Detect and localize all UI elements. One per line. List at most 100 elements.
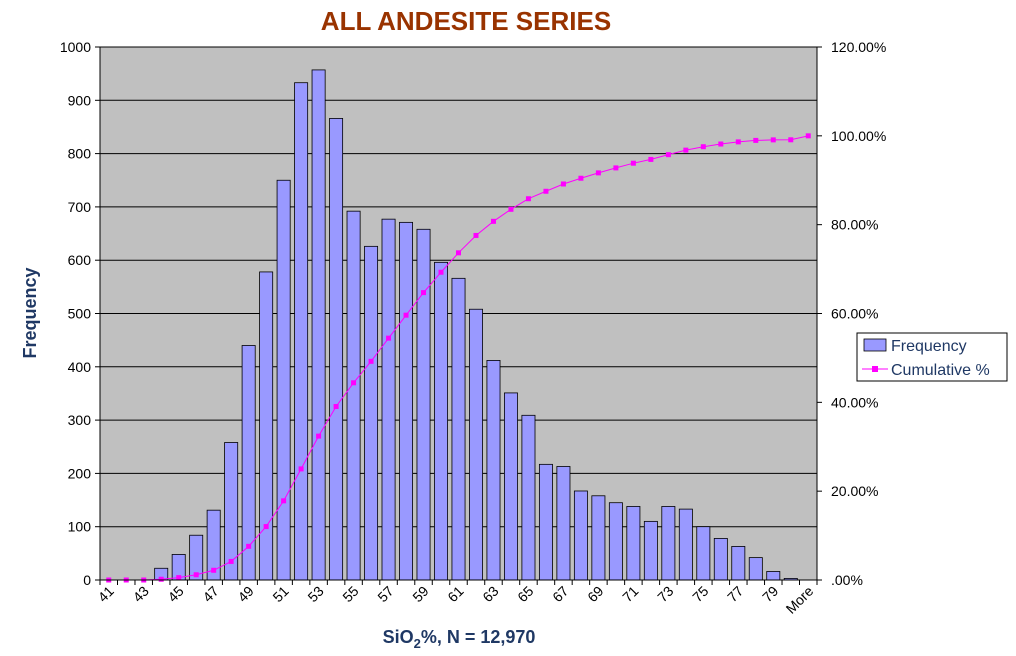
y-axis-title: Frequency (20, 267, 40, 358)
y-tick-label: 800 (68, 146, 92, 162)
x-tick-label: 61 (444, 583, 466, 605)
y2-tick-label: 80.00% (831, 217, 878, 233)
cumulative-point (368, 358, 374, 364)
cumulative-point (508, 206, 514, 212)
cumulative-point (753, 137, 759, 143)
frequency-bar (399, 221, 413, 581)
cumulative-point (456, 250, 461, 256)
frequency-bar (486, 360, 501, 581)
frequency-bar (451, 277, 466, 581)
cumulative-point (281, 498, 287, 504)
frequency-bar (346, 210, 361, 581)
y-tick-label: 900 (68, 92, 92, 108)
y-tick-label: 400 (68, 359, 92, 375)
x-tick-label: 59 (409, 583, 431, 605)
cumulative-point (648, 156, 654, 162)
legend: Frequency Cumulative % (856, 332, 1008, 382)
frequency-bar (381, 218, 396, 581)
cumulative-point (770, 137, 776, 143)
cumulative-point (316, 433, 322, 439)
cumulative-point (490, 218, 496, 224)
x-tick-label: 47 (199, 583, 221, 605)
cumulative-point (578, 175, 584, 181)
x-tick-label: 79 (759, 583, 781, 605)
legend-cumulative-label: Cumulative % (891, 362, 990, 379)
x-axis-title-post: %, N = 12,970 (421, 627, 536, 647)
frequency-bar (608, 502, 623, 581)
frequency-bar (276, 179, 291, 581)
cumulative-point (211, 567, 217, 573)
y-tick-label: 700 (68, 199, 92, 215)
y2-tick-label: 40.00% (831, 394, 878, 410)
cumulative-point (158, 576, 164, 582)
y2-tick-label: 60.00% (831, 306, 878, 322)
x-tick-label: 71 (619, 583, 641, 605)
x-axis-title-sub: 2 (414, 636, 421, 651)
cumulative-point (193, 572, 199, 578)
cumulative-line (106, 133, 811, 583)
frequency-bar (696, 526, 711, 581)
cumulative-point (403, 312, 409, 318)
x-tick-label: 53 (304, 583, 326, 605)
cumulative-point (351, 380, 357, 386)
x-tick-label: 67 (549, 583, 571, 605)
x-tick-label: 49 (234, 583, 256, 605)
frequency-bar (504, 392, 518, 581)
cumulative-point (805, 133, 811, 139)
cumulative-point (665, 152, 671, 158)
cumulative-point (788, 137, 794, 143)
frequency-bar (748, 557, 763, 581)
frequency-bars (154, 69, 798, 581)
frequency-bar (259, 271, 274, 581)
cumulative-point (438, 269, 444, 275)
frequency-bar (416, 228, 431, 581)
cumulative-point (718, 141, 724, 147)
cumulative-point (700, 144, 706, 150)
y-tick-label: 1000 (60, 39, 91, 55)
frequency-bar (766, 571, 781, 581)
x-axis-title: SiO2%, N = 12,970 (383, 627, 536, 651)
cumulative-point (735, 139, 741, 145)
cumulative-point (421, 290, 427, 296)
y-tick-label: 0 (83, 572, 91, 588)
frequency-bar (521, 414, 536, 581)
frequency-bar (294, 82, 309, 581)
y2-tick-label: 100.00% (831, 128, 886, 144)
y-tick-label: 600 (68, 252, 92, 268)
y-tick-label: 100 (68, 519, 92, 535)
cumulative-point (543, 188, 549, 194)
cumulative-point (228, 558, 234, 564)
cumulative-point (246, 543, 252, 549)
y2-tick-label: .00% (831, 572, 863, 588)
x-tick-label: 63 (479, 583, 501, 605)
x-axis-title-pre: SiO (383, 627, 414, 647)
y-tick-label: 300 (68, 412, 92, 428)
chart-title: ALL ANDESITE SERIES (321, 6, 611, 36)
y-tick-label: 500 (68, 306, 92, 322)
frequency-bar (678, 508, 693, 581)
frequency-bar (713, 538, 728, 581)
x-tick-label: 77 (724, 583, 746, 605)
frequency-bar (573, 490, 588, 581)
x-tick-label: 43 (130, 583, 152, 605)
frequency-bar (538, 463, 553, 581)
frequency-bar (626, 506, 641, 581)
cumulative-point (176, 575, 182, 581)
frequency-bar (661, 506, 676, 581)
frequency-bar (434, 261, 448, 581)
x-tick-label: 75 (689, 583, 711, 605)
frequency-bar (364, 245, 379, 581)
frequency-bar (731, 546, 746, 581)
x-axis-ticks: 41 43 45 47 49 51 53 55 57 59 61 63 65 67 69 71 73 75 77 79… (95, 580, 818, 617)
x-tick-label: More (783, 583, 817, 617)
frequency-bar (311, 69, 326, 581)
cumulative-point (683, 147, 689, 153)
frequency-bar (329, 118, 344, 581)
cumulative-point (298, 466, 304, 472)
x-tick-label: 69 (584, 583, 606, 605)
y2-axis-ticks: .00% 20.00% 40.00% 60.00% 80.00% 100.00% 120.0… (817, 39, 886, 588)
frequency-bar (591, 495, 606, 581)
legend-frequency-swatch (863, 338, 887, 352)
cumulative-point (333, 404, 339, 410)
y2-tick-label: 20.00% (831, 483, 878, 499)
